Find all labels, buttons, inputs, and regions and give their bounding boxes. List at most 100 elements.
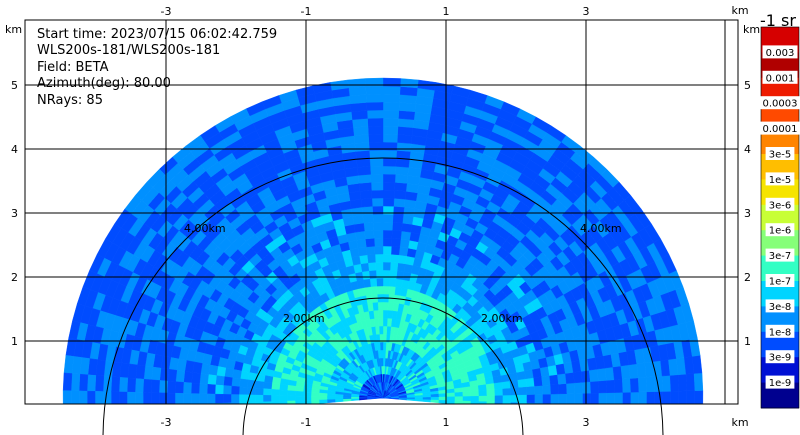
colorbar-label-bg xyxy=(765,375,795,389)
data-cell xyxy=(254,401,264,404)
data-cell xyxy=(654,391,664,404)
data-cell xyxy=(402,214,414,225)
data-cell xyxy=(422,396,432,400)
colorbar-label: 1e-8 xyxy=(769,327,792,338)
data-cell xyxy=(222,394,232,404)
range-ring-label: 2.00km xyxy=(283,312,325,325)
colorbar-label-bg xyxy=(765,324,795,338)
range-ring xyxy=(242,297,524,435)
data-cell xyxy=(287,384,297,392)
data-cell xyxy=(392,222,403,232)
data-cell xyxy=(478,389,488,396)
data-cell xyxy=(462,400,472,404)
data-cell xyxy=(430,396,440,400)
data-cell xyxy=(678,407,687,424)
data-cell xyxy=(363,222,374,232)
data-cell xyxy=(377,301,384,311)
data-cell xyxy=(63,408,72,426)
data-cell xyxy=(382,253,392,263)
data-cell xyxy=(166,380,176,394)
data-cell xyxy=(388,285,396,295)
data-cell xyxy=(399,238,410,249)
data-cell xyxy=(574,393,584,404)
data-cell xyxy=(387,301,394,311)
data-cell xyxy=(366,254,376,264)
data-cell xyxy=(214,393,224,404)
data-cell xyxy=(395,158,410,168)
data-cell xyxy=(359,254,369,265)
data-cell xyxy=(372,213,384,223)
data-cell xyxy=(396,262,406,272)
data-cell xyxy=(63,355,75,374)
data-cell xyxy=(365,85,384,95)
data-cell xyxy=(566,382,576,394)
x-tick-label-top: -1 xyxy=(301,5,312,18)
data-cell xyxy=(574,382,584,394)
data-cell xyxy=(534,394,544,404)
data-cell xyxy=(214,384,224,395)
data-cell xyxy=(382,277,390,287)
data-cell xyxy=(566,393,576,404)
data-cell xyxy=(678,390,688,404)
data-cell xyxy=(376,277,384,287)
data-cell xyxy=(606,392,616,404)
data-cell xyxy=(398,110,415,120)
data-cell xyxy=(382,325,388,335)
y-tick-label-left: 5 xyxy=(11,79,18,92)
data-cell xyxy=(661,375,672,392)
data-cell xyxy=(598,380,608,394)
data-cell xyxy=(382,357,386,367)
data-cell xyxy=(446,396,456,401)
data-cell xyxy=(630,377,640,393)
data-cell xyxy=(382,261,391,271)
data-cell xyxy=(119,406,128,421)
data-cell xyxy=(590,392,600,404)
data-cell xyxy=(462,395,472,402)
data-cell xyxy=(382,245,392,255)
data-cell xyxy=(349,94,367,105)
data-cell xyxy=(557,373,567,385)
data-cell xyxy=(373,221,384,231)
data-cell xyxy=(542,393,552,404)
y-axis-unit: km xyxy=(743,23,760,36)
data-cell xyxy=(174,381,184,394)
data-cell xyxy=(566,403,576,404)
data-cell xyxy=(382,213,394,223)
data-cell xyxy=(371,197,384,207)
colorbar-title: -1 sr xyxy=(760,11,796,30)
data-cell xyxy=(517,378,527,388)
data-cell xyxy=(502,394,512,403)
data-cell xyxy=(199,373,209,385)
data-cell xyxy=(542,384,552,395)
data-cell xyxy=(532,367,542,378)
data-cell xyxy=(174,392,184,404)
data-cell xyxy=(310,396,320,401)
y-tick-label-right: 3 xyxy=(744,207,751,220)
data-cell xyxy=(110,376,121,393)
y-tick-label-left: 4 xyxy=(11,143,18,156)
data-cell xyxy=(375,261,384,271)
data-cell xyxy=(351,118,369,128)
range-ring xyxy=(102,157,664,435)
data-cell xyxy=(95,407,104,423)
data-cell xyxy=(374,245,384,255)
data-cell xyxy=(151,366,162,381)
data-cell xyxy=(376,285,384,295)
data-cell xyxy=(294,395,304,402)
data-cell xyxy=(278,389,288,396)
data-cell xyxy=(353,222,365,233)
data-cell xyxy=(389,261,399,271)
x-axis-unit: km xyxy=(731,4,748,17)
data-cell xyxy=(262,401,272,404)
data-cell xyxy=(334,399,344,403)
data-cell xyxy=(382,85,401,95)
data-cell xyxy=(596,367,607,382)
data-cell xyxy=(94,375,105,392)
info-start-time: Start time: 2023/07/15 06:02:42.759 xyxy=(37,27,278,42)
data-cell xyxy=(356,238,367,249)
data-cell xyxy=(382,237,393,247)
colorbar-label-bg xyxy=(759,96,800,110)
data-cell xyxy=(382,117,399,127)
data-cell xyxy=(386,325,392,335)
colorbar-label-bg xyxy=(762,45,798,59)
